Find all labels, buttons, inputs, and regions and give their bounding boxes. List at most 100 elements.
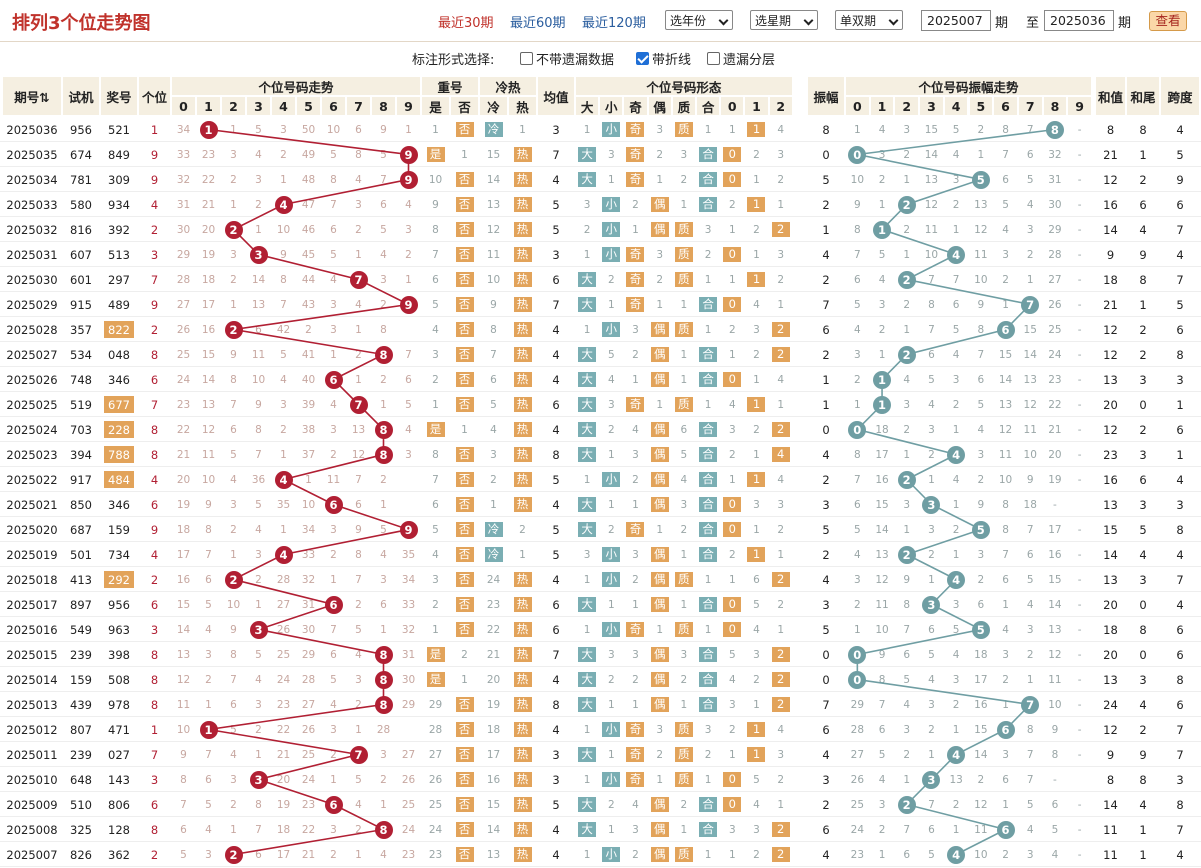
form-cell: 小 <box>599 767 623 792</box>
form-miss: 1 <box>632 223 639 236</box>
amp-miss-value: 6 <box>1002 573 1009 586</box>
issue-cell: 2025015 <box>6 647 58 662</box>
amp-miss-value: 2 <box>1002 673 1009 686</box>
form-miss: 3 <box>632 823 639 836</box>
checkbox-icon[interactable] <box>520 52 533 65</box>
cold-cell: 11 <box>486 248 501 261</box>
prize-cell: 292 <box>104 571 134 588</box>
form-miss: 2 <box>728 198 736 211</box>
form-cell: 大 <box>575 392 599 417</box>
form-miss: 1 <box>777 298 785 311</box>
to-issue-input[interactable]: 2025036 <box>1044 10 1114 31</box>
cold-cell: 1 <box>490 498 497 511</box>
range-60-link[interactable]: 最近60期 <box>510 16 566 31</box>
range-120-link[interactable]: 最近120期 <box>582 16 646 31</box>
amp-miss-value: 7 <box>1026 123 1034 136</box>
miss-value: 9 <box>255 398 262 411</box>
miss-value: 13 <box>176 648 191 661</box>
miss-value: 23 <box>401 848 416 861</box>
unit-cell: 8 <box>150 672 159 687</box>
form-miss: 1 <box>583 623 591 636</box>
checkbox-icon[interactable] <box>707 52 720 65</box>
amp-cell: 5 <box>822 522 830 537</box>
amp-cell: 3 <box>822 497 830 512</box>
option-polyline[interactable]: 带折线 <box>636 49 691 68</box>
form-miss: 2 <box>632 673 639 686</box>
miss-value: 7 <box>330 623 337 636</box>
sum-cell: 11 <box>1103 822 1118 837</box>
form-tag: 合 <box>699 147 718 162</box>
amp-cell: 6 <box>822 722 830 737</box>
form-cell: 大 <box>575 442 599 467</box>
miss-value: 13 <box>251 298 266 311</box>
miss-value: 41 <box>301 348 316 361</box>
form-header: 奇 <box>623 96 648 116</box>
miss-value: 36 <box>251 473 266 486</box>
repeat-no-cell-tag: 否 <box>455 622 474 637</box>
miss-value: 6 <box>255 323 262 336</box>
form-miss: 1 <box>583 323 591 336</box>
issue-cell: 2025016 <box>6 622 58 637</box>
amp-miss-value: 17 <box>875 448 889 461</box>
form-header: 质 <box>671 96 696 116</box>
amp-cell: 0 <box>822 422 830 437</box>
query-button[interactable]: 查看 <box>1149 11 1187 31</box>
amp-miss-value: 8 <box>977 323 985 336</box>
amp-cell: 2 <box>822 272 830 287</box>
miss-value: 2 <box>355 823 362 836</box>
miss-value: 20 <box>201 223 216 236</box>
tail-cell: 6 <box>1139 472 1147 487</box>
hot-cell: 热 <box>508 467 537 492</box>
form-cell: 质 <box>672 742 696 767</box>
amp-miss-value: 6 <box>1026 148 1034 161</box>
form-miss: 2 <box>680 523 688 536</box>
form-tag: 偶 <box>650 597 669 612</box>
sum-cell: 13 <box>1103 497 1118 512</box>
miss-value: 2 <box>230 173 237 186</box>
miss-value: 3 <box>330 523 337 536</box>
miss-value: 15 <box>176 598 191 611</box>
form-miss: 1 <box>680 598 688 611</box>
amp-miss-value: 1 <box>952 423 960 436</box>
issue-cell: 2025022 <box>6 472 58 487</box>
miss-value: 9 <box>280 248 287 261</box>
form-cell: 质 <box>672 567 696 592</box>
form-tag: 小 <box>602 247 621 262</box>
amp-miss-value: 29 <box>850 698 865 711</box>
from-issue-input[interactable]: 2025007 <box>921 10 991 31</box>
repeat-no-cell: 否 <box>450 467 479 492</box>
repeat-yes-cell: 1 <box>432 623 439 636</box>
prize-cell: 513 <box>108 247 130 262</box>
hot-cell-tag: 热 <box>513 722 532 737</box>
option-no-miss[interactable]: 不带遗漏数据 <box>520 49 614 68</box>
form-miss: 2 <box>632 573 639 586</box>
miss-value: 4 <box>380 548 387 561</box>
form-cell: 大 <box>575 342 599 367</box>
form-miss: 2 <box>632 848 639 861</box>
form-miss: 2 <box>777 273 785 286</box>
range-30-link[interactable]: 最近30期 <box>438 16 494 31</box>
form-cell: 0 <box>720 142 744 167</box>
unit-cell: 2 <box>150 572 159 587</box>
span-cell: 6 <box>1176 647 1184 662</box>
amp-miss-value: 6 <box>928 823 935 836</box>
form-miss: 1 <box>583 723 591 736</box>
form-cell: 0 <box>720 242 744 267</box>
option-layer[interactable]: 遗漏分层 <box>707 49 775 68</box>
prize-cell: 963 <box>108 622 130 637</box>
oddeven-select[interactable]: 单双期 <box>835 10 903 30</box>
form-miss: 2 <box>656 748 664 761</box>
weekday-select[interactable]: 选星期 <box>750 10 818 30</box>
hot-cell-tag: 热 <box>513 672 532 687</box>
miss-value: 8 <box>230 373 237 386</box>
repeat-no-cell-tag: 否 <box>455 472 474 487</box>
miss-value: 10 <box>176 723 191 736</box>
checkbox-checked-icon[interactable] <box>636 52 649 65</box>
sum-cell: 13 <box>1103 672 1118 687</box>
year-select[interactable]: 选年份 <box>665 10 733 30</box>
form-tag: 合 <box>699 447 718 462</box>
form-miss: 3 <box>656 123 664 136</box>
amp-miss-value: 2 <box>854 373 861 386</box>
form-miss: 4 <box>728 398 736 411</box>
unit-cell: 9 <box>150 297 159 312</box>
